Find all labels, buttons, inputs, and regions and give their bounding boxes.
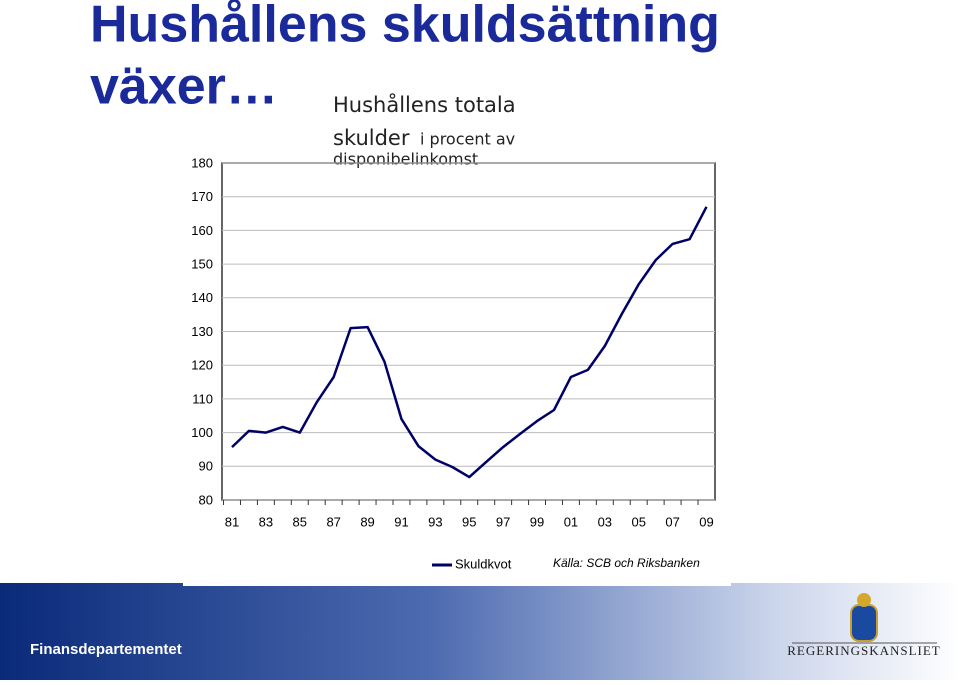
footer-band (0, 583, 960, 680)
y-tick-label: 160 (191, 223, 213, 238)
subtitle: disponibelinkomst (333, 150, 478, 169)
title: växer… (90, 58, 278, 116)
x-tick-label: 95 (462, 514, 476, 529)
y-tick-label: 180 (191, 155, 213, 170)
x-tick-label: 89 (360, 514, 374, 529)
subtitle: Hushållens totala (333, 92, 516, 117)
y-tick-label: 140 (191, 290, 213, 305)
y-tick-label: 150 (191, 257, 213, 272)
source: Källa: SCB och Riksbanken (553, 556, 700, 570)
subtitle: i procent av (420, 130, 515, 149)
y-tick-label: 110 (192, 391, 213, 406)
x-tick-label: 99 (530, 514, 544, 529)
x-tick-label: 87 (326, 514, 340, 529)
x-tick-label: 03 (598, 514, 612, 529)
legend-label: Skuldkvot (455, 556, 512, 571)
x-tick-label: 93 (428, 514, 442, 529)
x-tick-label: 85 (293, 514, 307, 529)
y-tick-label: 90 (199, 459, 213, 474)
footer-strip (183, 583, 731, 586)
footer-text: Finansdepartementet (30, 641, 182, 658)
logo: REGERINGSKANSLIET (787, 593, 941, 658)
x-tick-label: 01 (564, 514, 578, 529)
x-tick-label: 91 (394, 514, 408, 529)
plot: 80 90 100 110 120 130 140 150 160 170 180 81 83 85 87 8… (191, 155, 715, 529)
x-tick-label: 83 (259, 514, 273, 529)
x-tick-label: 97 (496, 514, 510, 529)
x-tick-label: 09 (699, 514, 713, 529)
y-tick-label: 120 (191, 358, 213, 373)
x-tick-label: 07 (665, 514, 679, 529)
line-series (231, 206, 708, 479)
y-tick-label: 170 (191, 189, 213, 204)
y-tick-label: 80 (199, 492, 213, 507)
x-tick-label: 05 (631, 514, 645, 529)
title: Hushållens skuldsättning (90, 0, 720, 54)
subtitle: skulder (333, 126, 410, 150)
y-tick-label: 130 (191, 324, 213, 339)
y-tick-label: 100 (191, 425, 213, 440)
logo-text: REGERINGSKANSLIET (787, 643, 941, 658)
x-tick-label: 81 (225, 514, 239, 529)
